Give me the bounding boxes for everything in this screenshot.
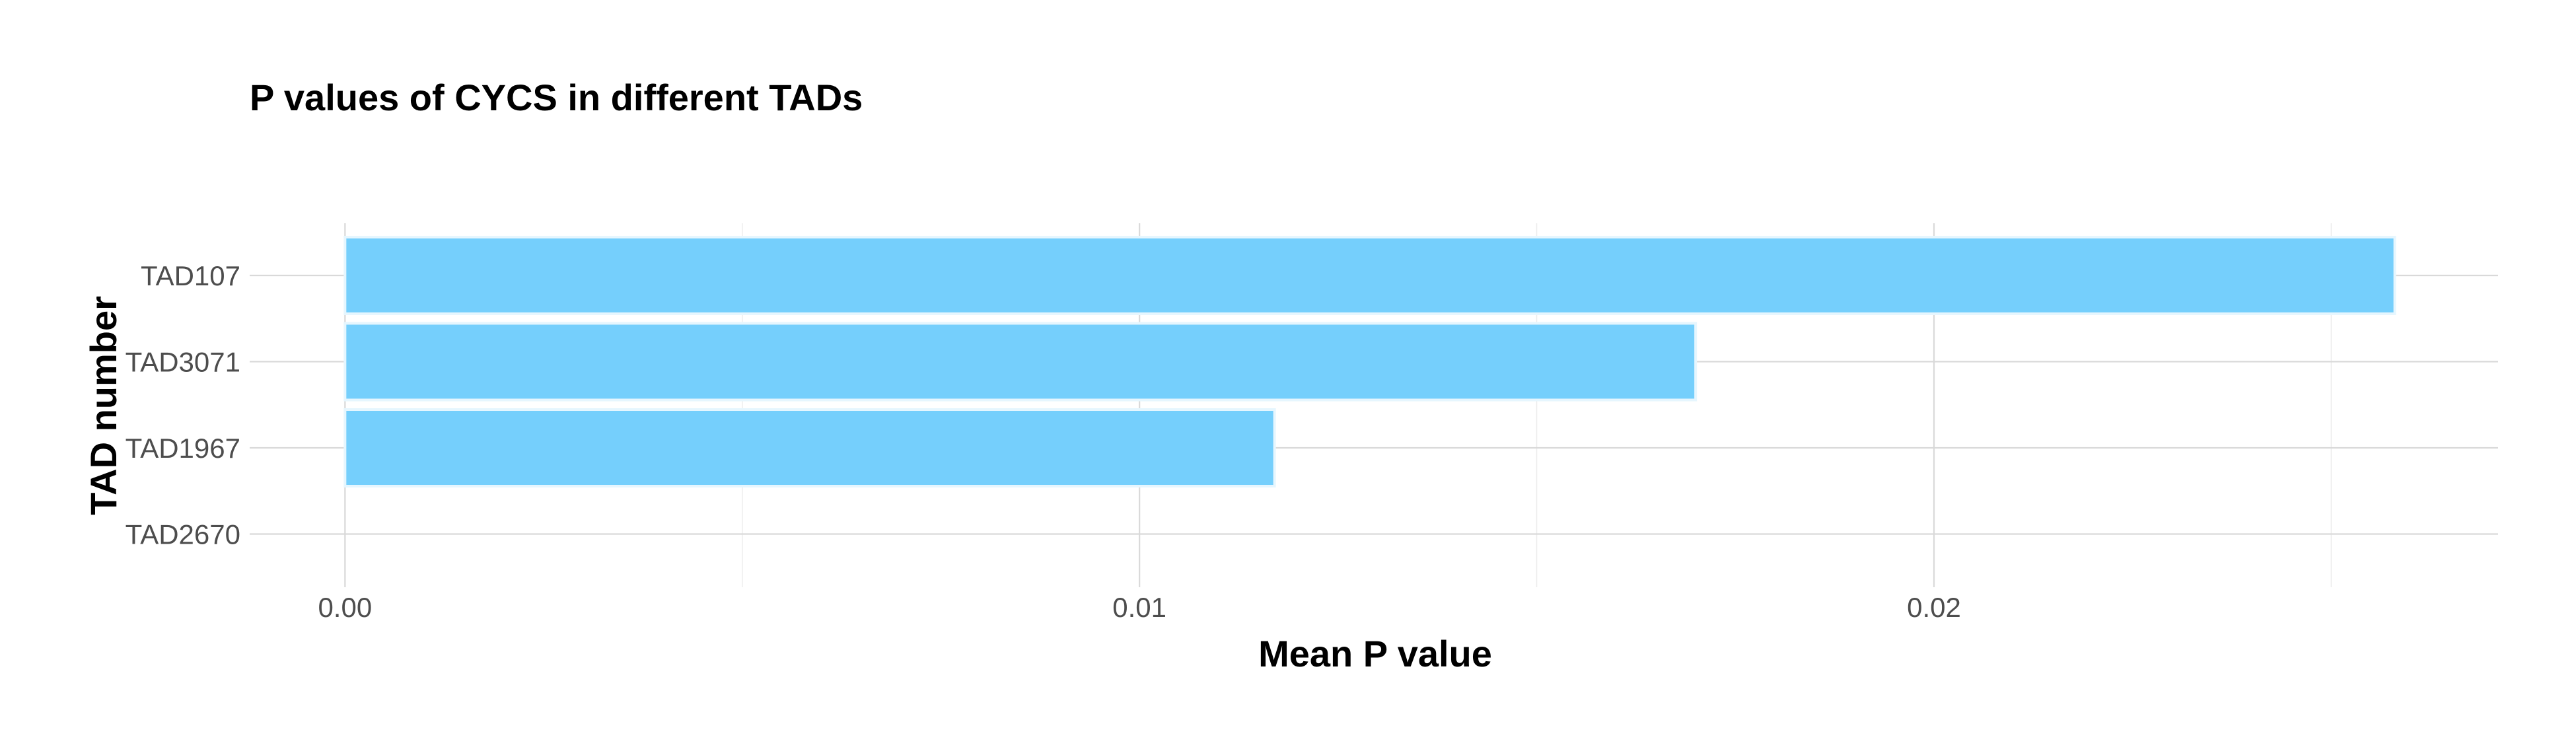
bar-tad1967 — [343, 408, 1276, 487]
x-tick-label: 0.02 — [1907, 592, 1961, 623]
bars — [343, 236, 2396, 487]
x-tick-label: 0.01 — [1112, 592, 1166, 623]
bar-tad3071 — [343, 322, 1698, 402]
x-axis-ticks: 0.00 0.01 0.02 — [318, 592, 1960, 623]
y-tick-label: TAD2670 — [125, 519, 240, 550]
x-tick-label: 0.00 — [318, 592, 372, 623]
y-tick-label: TAD107 — [141, 260, 240, 291]
chart-title: P values of CYCS in different TADs — [250, 77, 863, 118]
x-axis-title: Mean P value — [1258, 633, 1492, 674]
bar-tad107 — [343, 236, 2396, 315]
y-axis-ticks: TAD107 TAD3071 TAD1967 TAD2670 — [125, 260, 240, 550]
y-tick-label: TAD3071 — [125, 347, 240, 378]
y-tick-label: TAD1967 — [125, 433, 240, 464]
y-axis-title: TAD number — [83, 296, 124, 515]
